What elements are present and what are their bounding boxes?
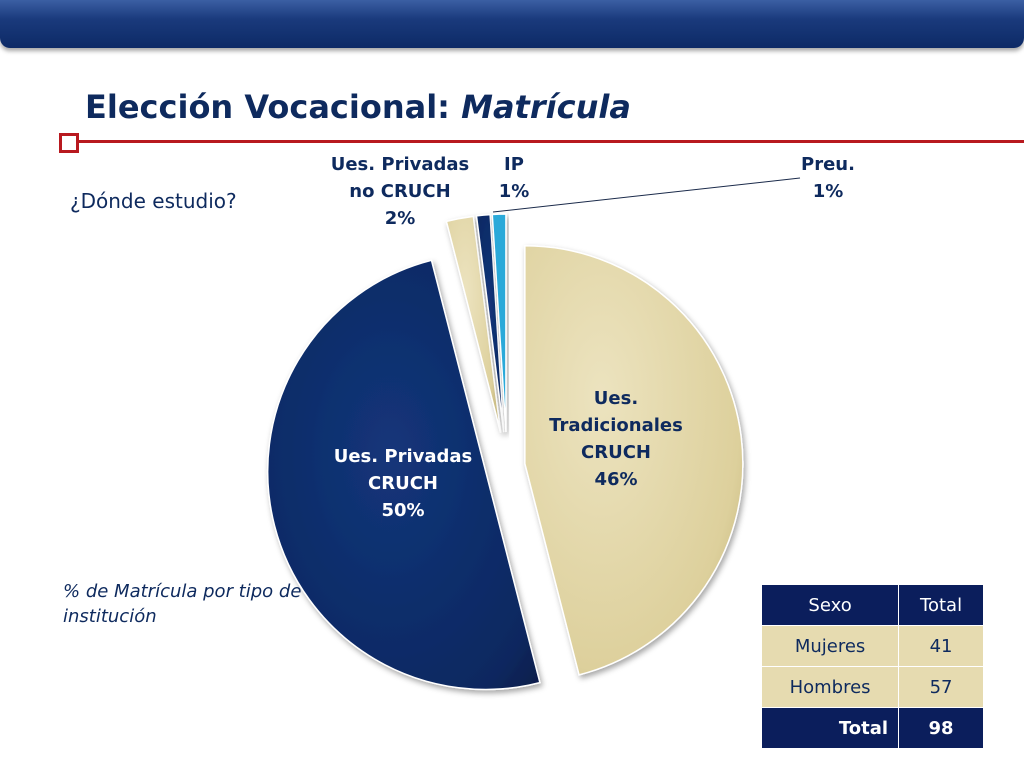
gender-table: Sexo Total Mujeres 41 Hombres 57 Total 9… bbox=[762, 585, 984, 748]
pie-slice-preu bbox=[491, 213, 507, 433]
leader-line-preu bbox=[492, 177, 801, 213]
top-banner bbox=[0, 0, 1024, 48]
slice-label-ues-tradicionales-cruch: Ues. Tradicionales CRUCH 46% bbox=[549, 388, 683, 490]
table-footer-value: 98 bbox=[898, 707, 984, 748]
slide-title: Elección Vocacional: Matrícula bbox=[85, 88, 631, 126]
title-main: Elección Vocacional: bbox=[85, 88, 450, 126]
table-row: Mujeres 41 bbox=[762, 625, 984, 667]
table-footer-row: Total 98 bbox=[762, 707, 984, 748]
table-row: Hombres 57 bbox=[762, 666, 984, 708]
table-cell: 57 bbox=[898, 666, 984, 708]
table-header-row: Sexo Total bbox=[762, 585, 984, 626]
title-italic: Matrícula bbox=[461, 88, 631, 126]
chart-caption: % de Matrícula por tipo de institución bbox=[63, 581, 302, 627]
slice-label-ip: IP 1% bbox=[499, 154, 530, 202]
table-cell: 41 bbox=[898, 625, 984, 667]
title-rule-line bbox=[78, 140, 1024, 143]
table-footer-label: Total bbox=[762, 707, 900, 748]
slice-label-ues-privadas-no-cruch: Ues. Privadas no CRUCH 2% bbox=[331, 154, 470, 229]
table-cell: Mujeres bbox=[762, 625, 900, 667]
table-cell: Hombres bbox=[762, 666, 900, 708]
pie-slice-ues-privadas-cruch bbox=[267, 259, 541, 691]
slice-label-ues-privadas-cruch: Ues. Privadas CRUCH 50% bbox=[334, 446, 473, 521]
pie-slice-ues-tradicionales-cruch bbox=[524, 244, 744, 676]
question-text: ¿Dónde estudio? bbox=[70, 189, 237, 213]
title-rule-square bbox=[59, 133, 79, 153]
table-header-cell: Sexo bbox=[762, 585, 900, 626]
pie-slice-ip bbox=[475, 213, 505, 433]
table-header-cell: Total bbox=[898, 585, 984, 626]
pie-slice-ues-privadas-no-cruch bbox=[445, 215, 502, 433]
slice-label-preu: Preu. 1% bbox=[801, 154, 855, 202]
